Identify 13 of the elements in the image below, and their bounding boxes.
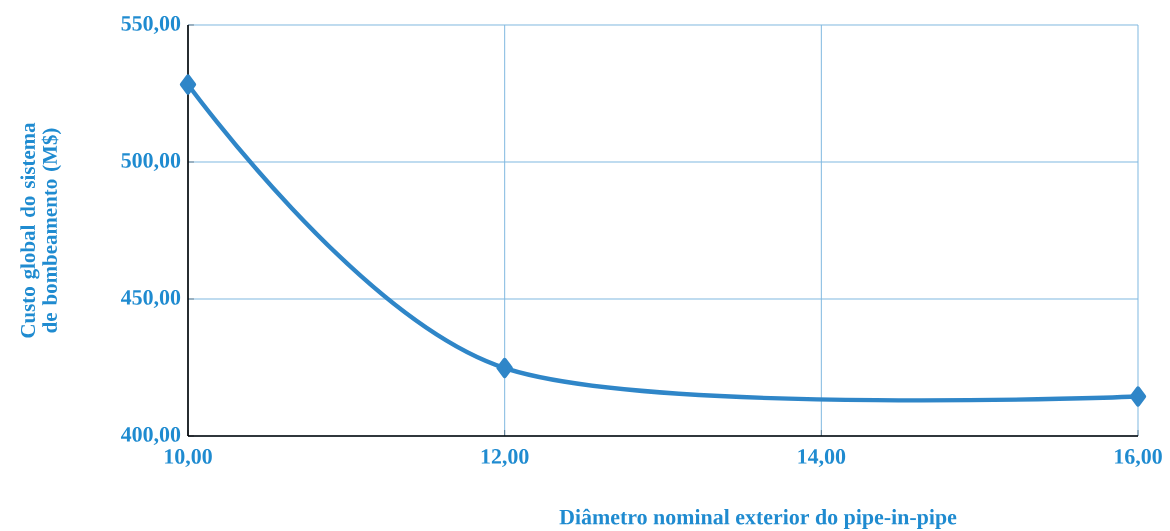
x-tick-label: 10,00 [165, 449, 212, 467]
point [179, 74, 197, 95]
point [496, 357, 513, 379]
x-tick-label: 16,00 [1115, 449, 1162, 467]
x-tick-label: 12,00 [481, 449, 529, 467]
point [1129, 386, 1147, 407]
y-tick-label: 400,00 [121, 427, 181, 445]
x-axis-title: Diâmetro nominal exterior do pipe-in-pipe [559, 508, 957, 529]
y-tick-label: 450,00 [121, 290, 181, 308]
y-tick-label: 500,00 [121, 153, 181, 171]
x-tick-label: 14,00 [798, 449, 846, 467]
y-tick-label: 550,00 [121, 16, 181, 34]
y-axis-title: Custo global do sistema de bombeamento (M$) [20, 122, 62, 338]
